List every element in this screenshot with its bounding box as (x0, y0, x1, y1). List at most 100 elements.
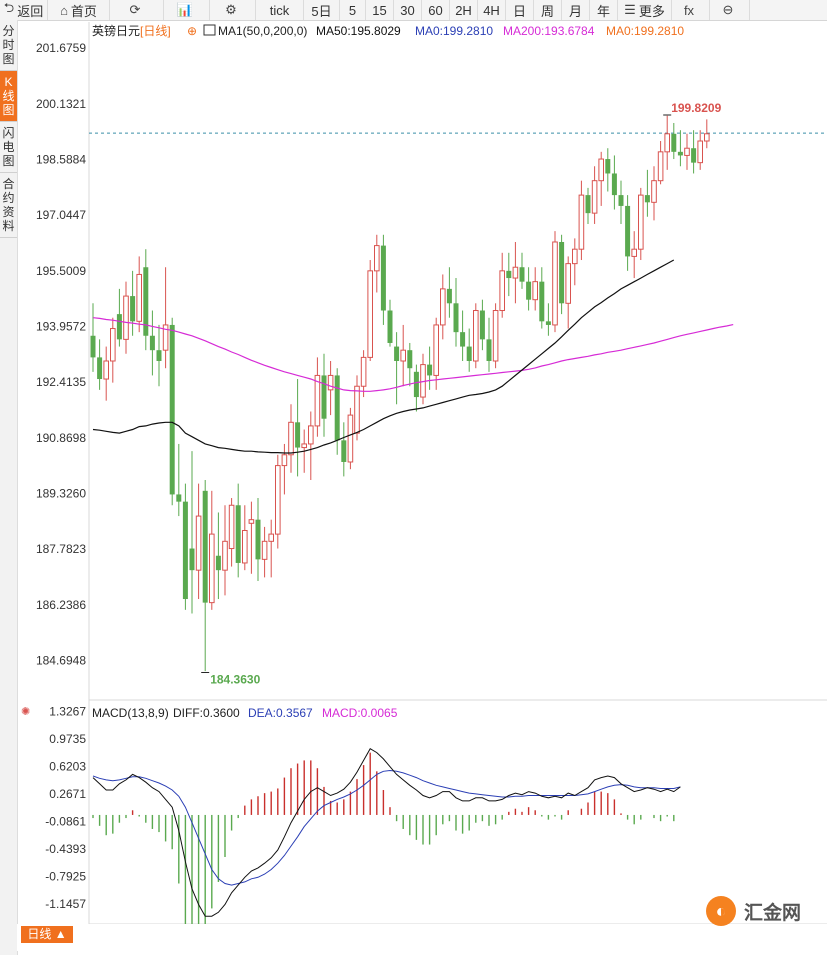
period-年-button[interactable]: 年 (590, 0, 618, 20)
toolbar-label: 月 (568, 3, 582, 19)
kline-button[interactable]: 📊 (164, 0, 210, 20)
candle-body (598, 158, 605, 182)
period-日-button[interactable]: 日 (506, 0, 534, 20)
candle-body (657, 151, 664, 182)
home-button[interactable]: ⌂ 首页 (48, 0, 110, 20)
toolbar-label: tick (269, 2, 290, 18)
candle-body (394, 346, 400, 361)
chart-title: 英镑日元 (92, 23, 140, 38)
macd-tick-label: -0.0861 (45, 815, 86, 829)
period-5日-button[interactable]: 5日 (304, 0, 340, 20)
price-tick-label: 198.5884 (36, 152, 86, 166)
toolbar-label: 日 (512, 3, 526, 19)
ma200-line (92, 317, 734, 392)
toolbar-label: 5日 (311, 3, 332, 19)
max-price-label: 199.8209 (671, 101, 721, 115)
toolbar-label: 年 (596, 3, 610, 19)
macd-tick-label: 1.3267 (49, 705, 86, 719)
candle-body (651, 180, 657, 203)
price-tick-label: 193.9572 (36, 319, 86, 333)
candle-body (149, 335, 155, 351)
candle-body (176, 494, 182, 502)
diff-line (92, 748, 681, 917)
candle-body (545, 321, 551, 325)
candle-body (427, 364, 433, 376)
period-月-button[interactable]: 月 (562, 0, 590, 20)
period-周-button[interactable]: 周 (534, 0, 562, 20)
sidebar-tab[interactable]: 分时图 (0, 20, 17, 71)
toolbar-label: 60 (428, 2, 443, 18)
candle-body (130, 296, 136, 322)
toolbar-label: 15 (372, 2, 387, 18)
candle-body (295, 422, 301, 448)
ma50-legend: MA50:195.8029 (316, 24, 401, 38)
candle-body (552, 241, 558, 326)
candle-body (334, 375, 340, 441)
candle-body (466, 346, 472, 361)
period-tick-button[interactable]: tick (256, 0, 304, 20)
candle-body (136, 273, 142, 322)
candle-body (380, 245, 386, 311)
price-tick-label: 197.0447 (36, 208, 86, 222)
ma200-legend: MA200:193.6784 (503, 24, 595, 38)
candle-body (169, 324, 175, 495)
candle-body (123, 295, 129, 340)
macd-indicator-label: MACD(13,8,9) (92, 706, 169, 720)
toolbar-label: 首页 (70, 3, 97, 19)
candle-body (433, 324, 439, 376)
zoom-out-button[interactable]: ⊖ (710, 0, 750, 20)
period-4H-button[interactable]: 4H (478, 0, 506, 20)
candle-body (413, 371, 419, 398)
macd-legend: MACD:0.0065 (322, 706, 398, 720)
candle-body (578, 194, 585, 250)
formula-button[interactable]: fx (672, 0, 710, 20)
candle-body (308, 425, 314, 445)
toolbar-label: 更多 (638, 3, 665, 19)
bottom-panel: 日线 ▲ (17, 924, 827, 951)
period-selector-button[interactable]: 日线 ▲ (21, 926, 73, 943)
candle-body (559, 241, 565, 304)
candle-body (486, 339, 492, 361)
candle-body (255, 519, 261, 560)
refresh-icon: ⟳ (129, 2, 141, 17)
candle-body (327, 374, 334, 391)
period-60-button[interactable]: 60 (422, 0, 450, 20)
candle-body (374, 245, 380, 272)
candle-body (228, 504, 235, 550)
toolbar-label: 周 (540, 3, 554, 19)
candle-body (499, 270, 505, 312)
period-2H-button[interactable]: 2H (450, 0, 478, 20)
candle-body (684, 147, 690, 156)
price-tick-label: 200.1321 (36, 97, 86, 111)
sidebar-tab[interactable]: 合约资料 (0, 173, 17, 238)
settings-sliders-icon: ⚙ (225, 2, 237, 17)
zoom-out-icon: ⊖ (722, 2, 734, 17)
menu-icon: ☰ (624, 2, 636, 17)
back-arrow-icon: ⮌ (3, 0, 15, 15)
watermark-logo: ◐ 汇金网 (706, 895, 821, 927)
candle-body (605, 159, 611, 174)
candle-body (288, 421, 294, 456)
refresh-button[interactable]: ⟳ (110, 0, 164, 20)
candle-body (492, 310, 499, 362)
candle-body (400, 349, 406, 362)
candle-body (235, 505, 241, 563)
period-15-button[interactable]: 15 (366, 0, 394, 20)
candle-body (215, 555, 221, 571)
candle-body (453, 303, 459, 333)
candle-body (473, 310, 479, 362)
candle-body (248, 519, 255, 524)
candle-body (691, 148, 697, 163)
menu-button[interactable]: ☰ 更多 (618, 0, 672, 20)
candle-body (261, 540, 268, 560)
settings-sliders-button[interactable]: ⚙ (210, 0, 256, 20)
back-arrow-button[interactable]: ⮌ 返回 (0, 0, 48, 20)
macd-tick-label: -1.1457 (45, 897, 86, 911)
period-5-button[interactable]: 5 (340, 0, 366, 20)
candle-body (110, 328, 116, 362)
period-30-button[interactable]: 30 (394, 0, 422, 20)
sidebar-tab[interactable]: 闪电图 (0, 122, 17, 173)
ma0-legend-2: MA0:199.2810 (606, 24, 684, 38)
